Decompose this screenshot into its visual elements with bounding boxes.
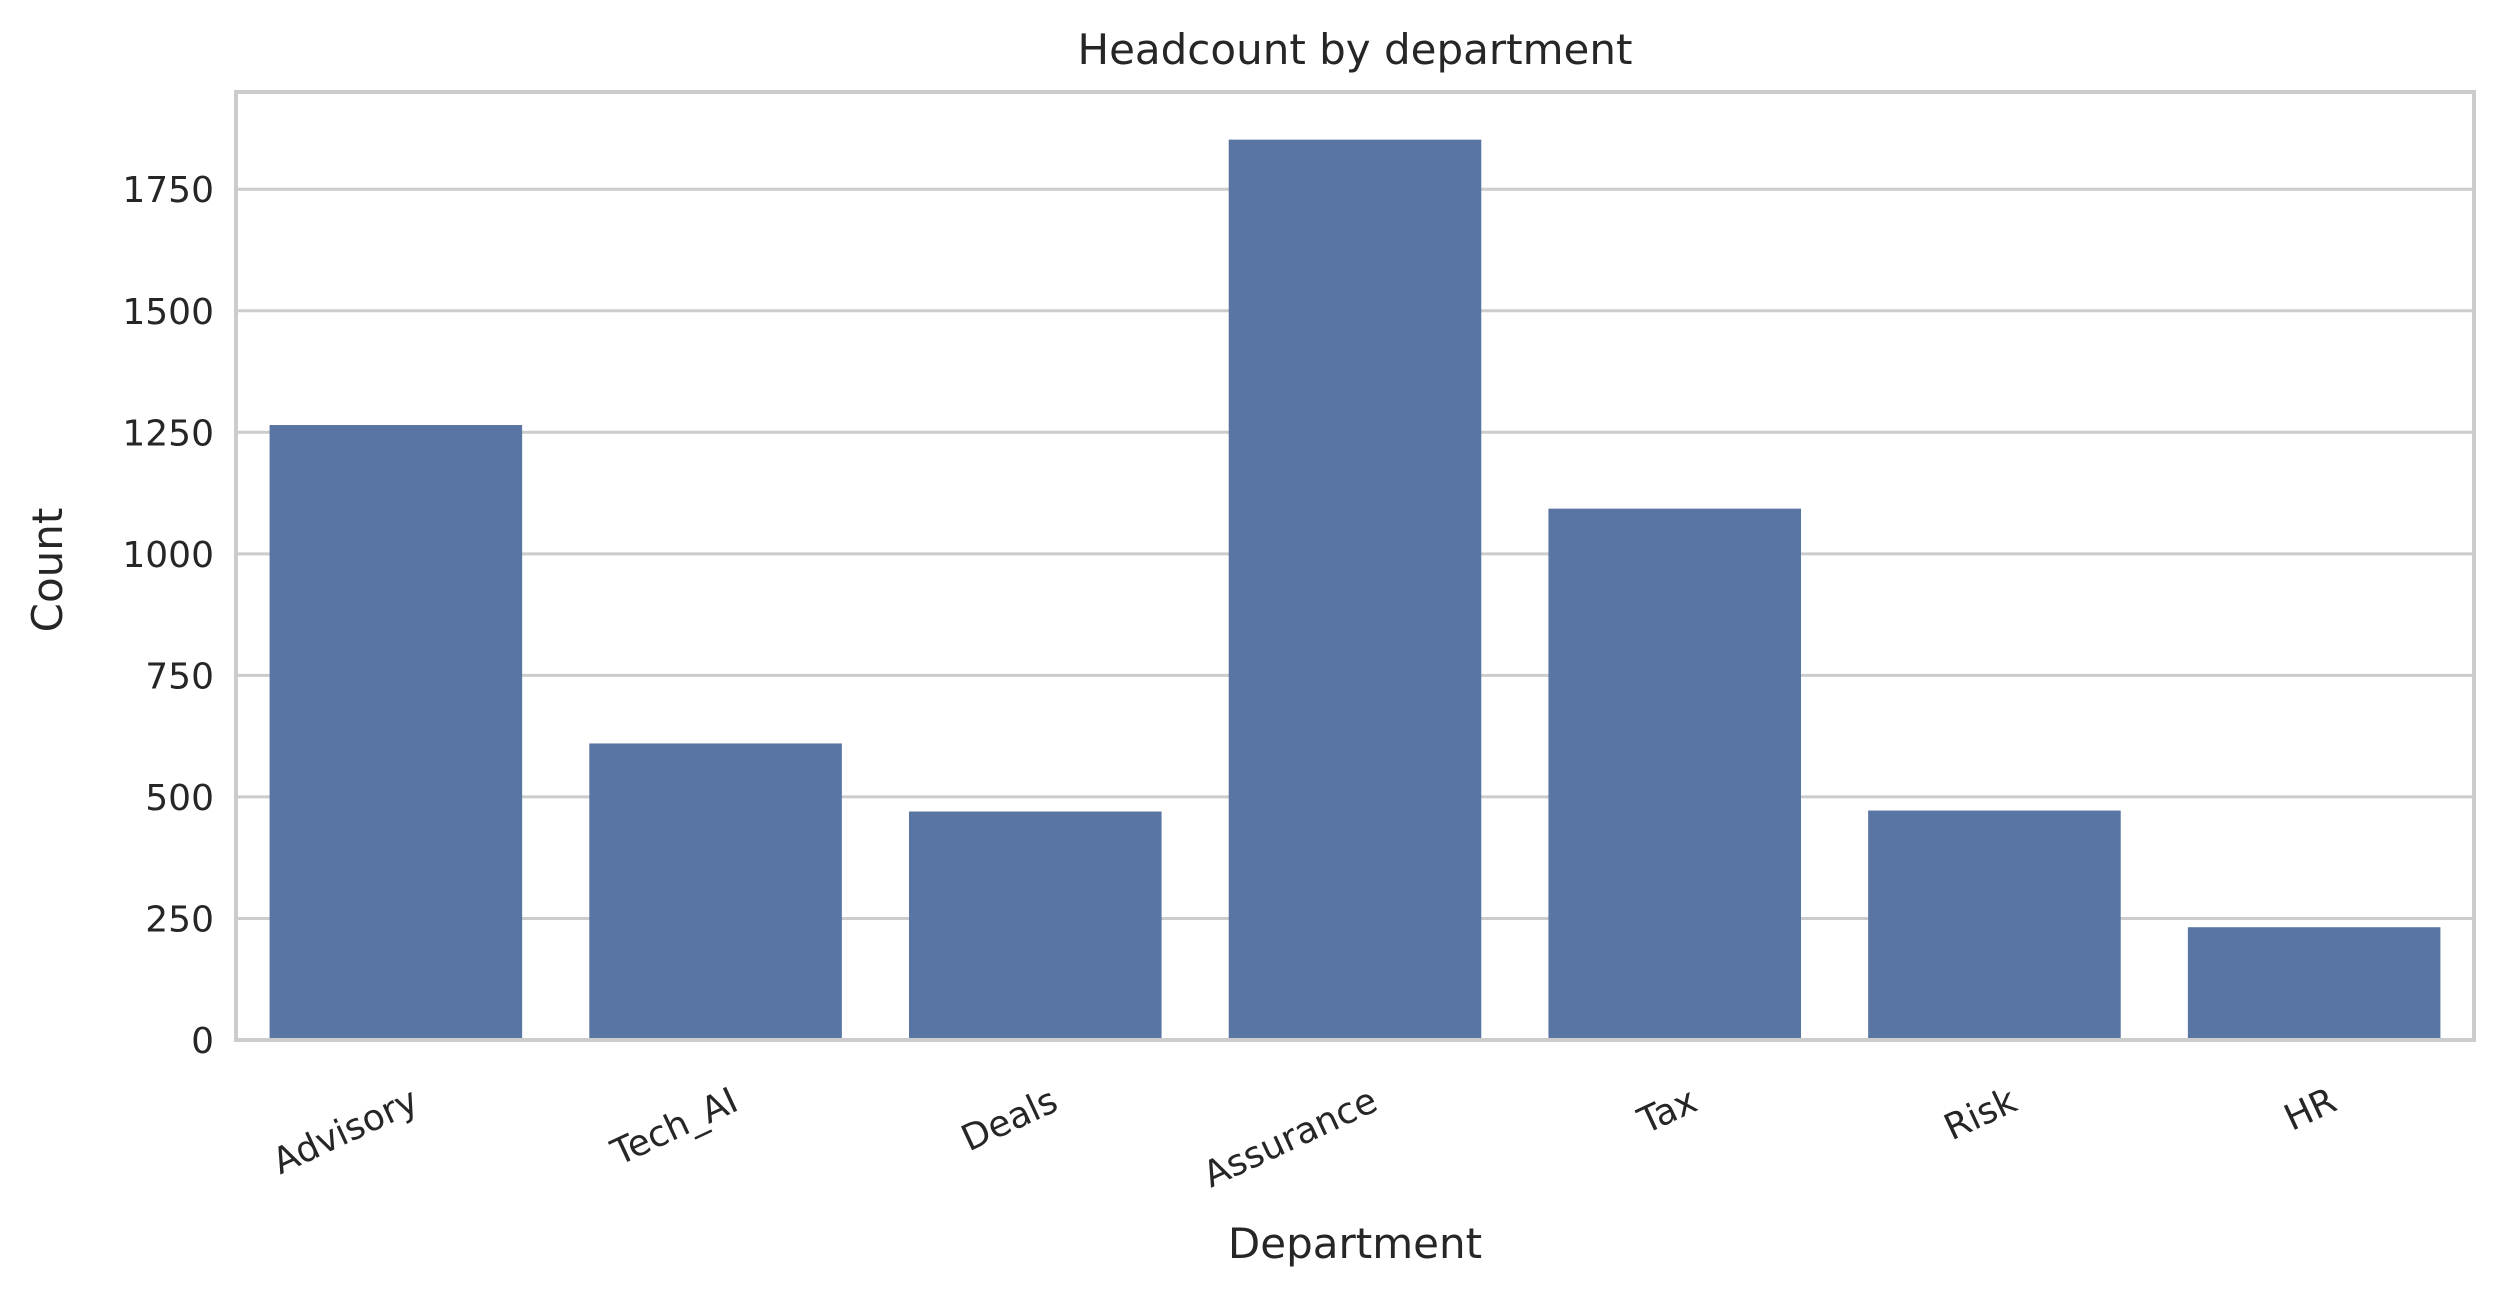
x-tick: Assurance xyxy=(1197,1080,1383,1196)
y-tick-label: 500 xyxy=(145,778,214,819)
y-axis-label: Count xyxy=(23,508,72,633)
y-tick-label: 1000 xyxy=(122,535,214,576)
y-tick-label: 0 xyxy=(191,1021,214,1062)
bar-tech-ai xyxy=(589,743,842,1040)
x-tick: HR xyxy=(2278,1080,2343,1139)
x-tick-label: Tax xyxy=(1631,1080,1703,1143)
bar-risk xyxy=(1868,810,2121,1040)
x-tick: Tech_AI xyxy=(605,1080,745,1174)
x-tick-label: HR xyxy=(2278,1080,2343,1139)
x-tick: Advisory xyxy=(267,1080,425,1183)
plot-frame xyxy=(234,90,2476,1042)
bar-advisory xyxy=(269,425,523,1040)
x-tick-label: Advisory xyxy=(267,1080,425,1183)
bar-hr xyxy=(2187,927,2441,1040)
y-tick-label: 1500 xyxy=(122,292,214,333)
x-tick-labels: Advisory Tech_AI Deals Assurance Tax Risk HR xyxy=(267,1080,2343,1196)
x-tick: Risk xyxy=(1938,1080,2023,1149)
x-tick-label: Assurance xyxy=(1197,1080,1383,1196)
bar-deals xyxy=(908,811,1162,1040)
bars xyxy=(269,139,2441,1041)
y-tick-label: 1250 xyxy=(122,413,214,454)
y-tick-labels: 0 250 500 750 1000 1250 1500 1750 xyxy=(122,170,214,1062)
x-tick-label: Risk xyxy=(1938,1080,2023,1149)
x-axis-label: Department xyxy=(1228,1219,1482,1268)
chart-title: Headcount by department xyxy=(1077,25,1632,74)
y-tick-label: 750 xyxy=(145,656,214,697)
x-tick: Deals xyxy=(955,1080,1064,1160)
x-tick: Tax xyxy=(1631,1080,1703,1143)
axes-frame xyxy=(234,90,2476,1042)
bar-assurance xyxy=(1228,139,1482,1041)
x-tick-label: Deals xyxy=(955,1080,1064,1160)
y-tick-label: 250 xyxy=(145,899,214,940)
x-tick-label: Tech_AI xyxy=(605,1080,745,1174)
y-tick-label: 1750 xyxy=(122,170,214,211)
bar-tax xyxy=(1548,508,1802,1040)
